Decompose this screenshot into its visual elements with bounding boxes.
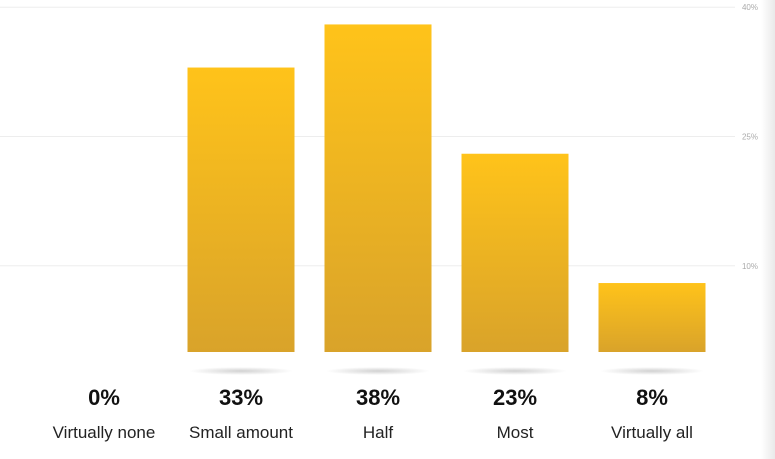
right-edge-shade	[761, 0, 775, 459]
category-label-0: Virtually none	[53, 423, 156, 442]
value-label-4: 8%	[636, 385, 668, 410]
y-tick-label-0: 10%	[742, 262, 758, 271]
value-label-1: 33%	[219, 385, 263, 410]
bar-shadow-3	[463, 367, 567, 375]
y-tick-label-2: 40%	[742, 3, 758, 12]
y-tick-label-1: 25%	[742, 133, 758, 142]
value-label-3: 23%	[493, 385, 537, 410]
category-label-1: Small amount	[189, 423, 293, 442]
value-label-2: 38%	[356, 385, 400, 410]
bar-shadow-2	[326, 367, 430, 375]
bar-1	[187, 67, 295, 352]
category-label-3: Most	[497, 423, 534, 442]
bar-4	[598, 283, 706, 352]
bar-2	[324, 24, 432, 352]
category-label-4: Virtually all	[611, 423, 693, 442]
bar-shadow-1	[189, 367, 293, 375]
category-label-2: Half	[363, 423, 394, 442]
bar-shadow-4	[600, 367, 704, 375]
bar-shadows	[189, 367, 704, 375]
value-label-0: 0%	[88, 385, 120, 410]
data-labels: 0% Virtually none 33% Small amount 38% Half 23…	[53, 385, 693, 442]
bar-3	[461, 153, 569, 352]
bars	[187, 24, 706, 352]
